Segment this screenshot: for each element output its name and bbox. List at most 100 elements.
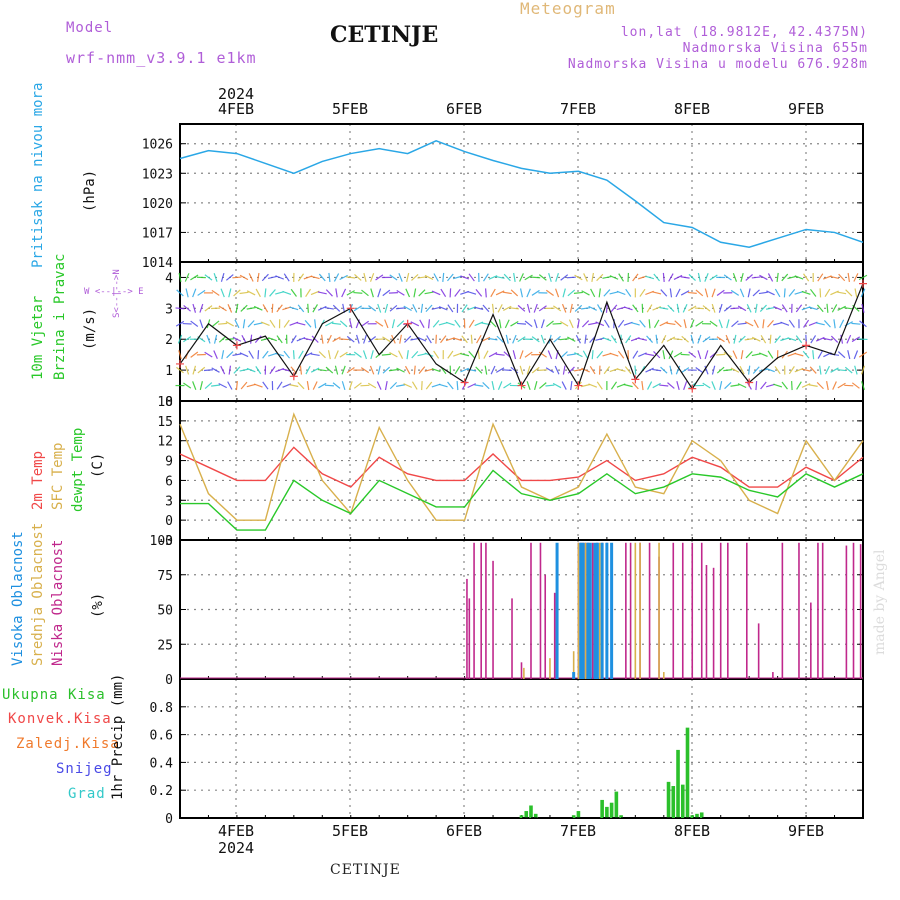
wind-arrow bbox=[560, 274, 569, 281]
wind-arrow bbox=[638, 352, 647, 358]
wind-arrow bbox=[204, 351, 213, 358]
wind-arrow bbox=[730, 289, 740, 296]
wind-arrow bbox=[590, 288, 596, 298]
wind-arrow bbox=[680, 276, 690, 279]
wind-arrow bbox=[512, 350, 517, 360]
y-tick-label: 0 bbox=[165, 812, 173, 827]
wind-arrow bbox=[519, 288, 524, 298]
wind-arrow bbox=[384, 303, 389, 313]
precip-bar bbox=[600, 799, 604, 818]
wind-arrow bbox=[817, 273, 824, 282]
wind-arrow bbox=[854, 288, 858, 298]
wind-arrow bbox=[739, 365, 745, 375]
wind-arrow bbox=[830, 275, 840, 280]
day-label-top: 8FEB bbox=[674, 100, 710, 118]
mid-cloud-bar bbox=[634, 542, 637, 679]
wind-arrow bbox=[773, 306, 783, 311]
wind-arrow bbox=[405, 288, 411, 298]
wind-arrow bbox=[482, 304, 490, 313]
wind-arrow bbox=[192, 381, 197, 390]
wind-arrow bbox=[822, 337, 832, 341]
wind-arrow bbox=[335, 288, 338, 298]
wind-arrow bbox=[652, 382, 661, 389]
wind-arrow bbox=[356, 334, 360, 344]
wind-arrow bbox=[661, 334, 667, 344]
wind-arrow bbox=[630, 321, 640, 326]
wind-arrow bbox=[239, 291, 249, 295]
y-tick-label: 0.8 bbox=[150, 701, 173, 716]
high-cloud-bar bbox=[605, 542, 609, 679]
wind-arrow bbox=[484, 288, 487, 298]
wind-arrow bbox=[406, 350, 409, 360]
precip-bar bbox=[609, 802, 614, 818]
wind-arrow bbox=[240, 304, 248, 312]
pressure-ylabel: Pritisak na nivou mora bbox=[30, 82, 46, 268]
wind-arrow bbox=[567, 289, 576, 297]
precip-bar bbox=[666, 781, 671, 818]
wind-arrow bbox=[339, 338, 349, 341]
wind-arrow bbox=[197, 366, 206, 374]
day-label-top: 4FEB bbox=[218, 100, 254, 118]
low-cloud-bar bbox=[845, 545, 848, 679]
wind-arrow bbox=[747, 288, 751, 298]
wind-arrow bbox=[687, 291, 697, 294]
wind-arrow bbox=[239, 368, 249, 372]
wind-arrow bbox=[341, 365, 346, 375]
wind-arrow bbox=[241, 334, 247, 344]
wind-arrow bbox=[503, 273, 511, 282]
wind-arrow bbox=[519, 350, 524, 360]
wind-arrow bbox=[488, 352, 498, 358]
wind-arrow bbox=[641, 381, 644, 391]
wind-arrow bbox=[589, 365, 596, 375]
station-title: CETINJE bbox=[330, 22, 439, 48]
wind-arrow bbox=[732, 350, 738, 359]
wind-arrow bbox=[255, 288, 261, 298]
wind-arrow bbox=[375, 320, 384, 327]
legend-frz-rain: Zaledj.Kisa bbox=[16, 736, 120, 752]
wind-arrow bbox=[389, 351, 398, 358]
wind-arrow bbox=[832, 381, 837, 390]
wind-arrow bbox=[306, 381, 310, 391]
wind-arrow bbox=[346, 290, 355, 296]
day-label-bottom: 5FEB bbox=[332, 822, 368, 840]
legend-hail: Grad bbox=[68, 786, 106, 802]
wind-arrow bbox=[220, 365, 226, 375]
wind-arrow bbox=[560, 351, 568, 359]
wind-arrow bbox=[837, 382, 846, 389]
wind-arrow bbox=[324, 384, 334, 387]
wind-arrow bbox=[468, 319, 475, 328]
wind-arrow bbox=[377, 365, 381, 375]
wind-arrow bbox=[773, 383, 783, 388]
wind-arrow bbox=[596, 273, 604, 282]
wind-arrow bbox=[853, 350, 859, 360]
mid-cloud-label: Srednja Oblacnost bbox=[30, 522, 46, 666]
wind-arrow bbox=[802, 350, 810, 359]
wind-arrow bbox=[341, 381, 346, 391]
wind-arrow bbox=[570, 381, 573, 391]
wind-arrow bbox=[432, 319, 440, 328]
wind-arrow bbox=[697, 334, 702, 344]
wind-arrow bbox=[311, 335, 319, 343]
wind-arrow bbox=[213, 272, 218, 282]
wind-arrow bbox=[688, 273, 696, 281]
wind-arrow bbox=[185, 288, 189, 298]
wind-arrow bbox=[447, 381, 454, 390]
footer-station: CETINJE bbox=[330, 862, 401, 878]
wind-arrow bbox=[312, 381, 318, 390]
wind-arrow bbox=[548, 272, 552, 282]
wind-arrow bbox=[346, 276, 356, 279]
pressure-line bbox=[179, 139, 864, 248]
wind-arrow bbox=[673, 338, 683, 341]
wind-arrow bbox=[723, 274, 732, 281]
wind-arrow bbox=[676, 381, 680, 391]
wind-arrow bbox=[560, 320, 569, 327]
wind-arrow bbox=[597, 304, 603, 313]
wind-arrow bbox=[403, 305, 412, 312]
wind-arrow bbox=[540, 334, 545, 344]
wind-arrow bbox=[339, 274, 348, 281]
wind-arrow bbox=[396, 320, 405, 328]
y-tick-label: 4 bbox=[165, 271, 173, 286]
wind-arrow bbox=[596, 381, 603, 390]
wind-arrow bbox=[605, 303, 608, 313]
